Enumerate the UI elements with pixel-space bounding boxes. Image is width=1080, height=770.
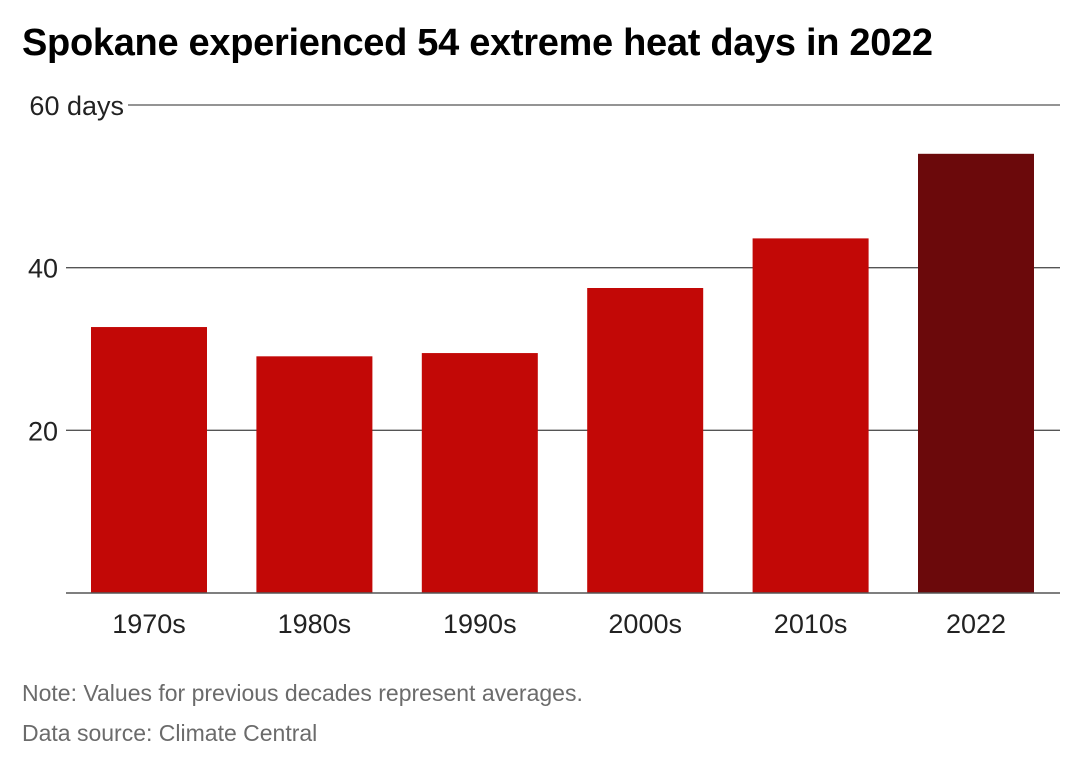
x-tick-label: 2010s bbox=[774, 609, 848, 639]
bar-2000s bbox=[587, 288, 704, 593]
y-tick-label: 20 bbox=[28, 416, 58, 446]
bar-1990s bbox=[421, 353, 538, 593]
bar-1970s bbox=[91, 327, 207, 593]
x-tick-label: 2000s bbox=[608, 609, 682, 639]
chart-title: Spokane experienced 54 extreme heat days… bbox=[22, 22, 933, 64]
gridlines bbox=[66, 104, 1060, 431]
x-tick-label: 1990s bbox=[443, 609, 517, 639]
chart-note: Note: Values for previous decades repres… bbox=[22, 680, 583, 706]
bar-chart: 20 40 60 days 1970s 1980s 1990s 2000s 2010s 2022 bbox=[28, 91, 1060, 639]
y-tick-label: 60 days bbox=[29, 91, 124, 121]
bar-2022 bbox=[918, 153, 1034, 594]
bars bbox=[91, 153, 1034, 594]
bar-1980s bbox=[256, 356, 373, 593]
x-tick-label: 1980s bbox=[278, 609, 352, 639]
x-tick-label: 1970s bbox=[112, 609, 186, 639]
x-tick-label: 2022 bbox=[946, 609, 1006, 639]
bar-2010s bbox=[752, 238, 869, 594]
labels: 20 40 60 days 1970s 1980s 1990s 2000s 2010s 2022 bbox=[28, 91, 1006, 639]
data-source: Data source: Climate Central bbox=[22, 720, 318, 746]
y-tick-label: 40 bbox=[28, 254, 58, 284]
